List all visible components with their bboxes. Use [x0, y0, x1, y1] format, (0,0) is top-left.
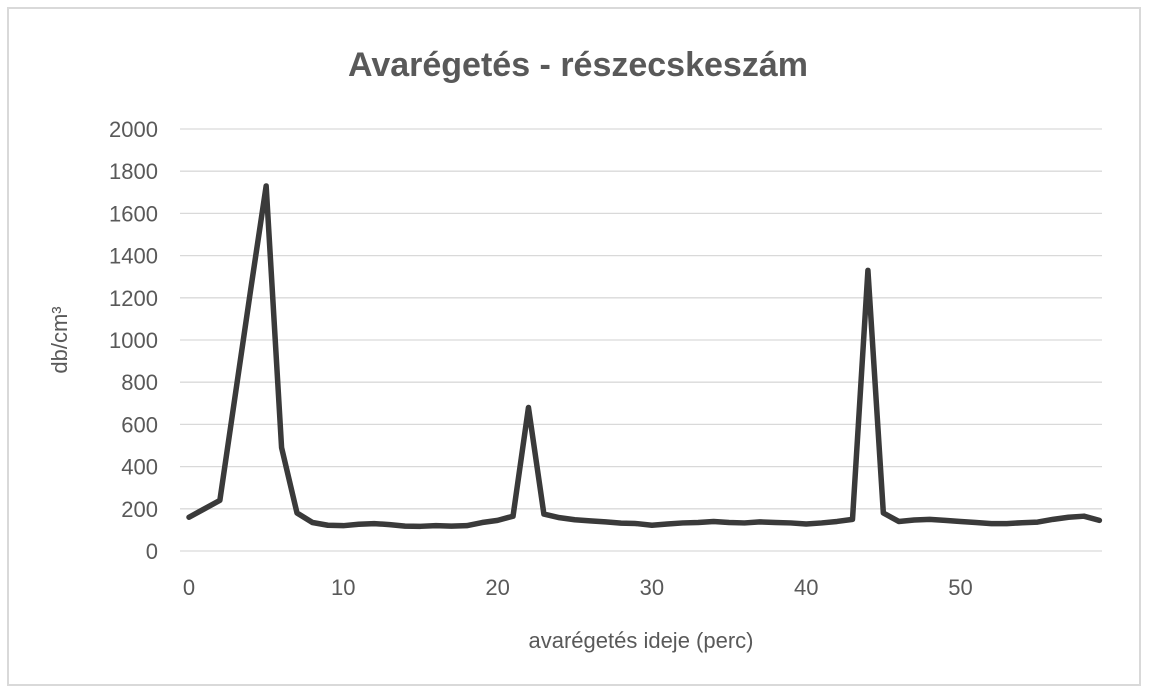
y-tick-label: 600 [121, 412, 158, 437]
chart-frame: 0 200 400 600 800 1000 1200 1400 1600 1800 2000 0 1… [7, 7, 1141, 686]
y-tick-label: 1200 [109, 286, 158, 311]
x-axis-title: avarégetés ideje (perc) [528, 628, 753, 653]
y-tick-label: 1600 [109, 201, 158, 226]
y-tick-label: 400 [121, 455, 158, 480]
y-tick-label: 800 [121, 370, 158, 395]
gridlines [180, 128, 1102, 552]
y-tick-label: 1400 [109, 244, 158, 269]
x-axis-tick-labels: 0 10 20 30 40 50 [183, 575, 973, 600]
y-axis-title: db/cm³ [47, 306, 72, 373]
y-tick-label: 1800 [109, 159, 158, 184]
y-tick-label: 2000 [109, 117, 158, 142]
x-tick-label: 40 [794, 575, 818, 600]
x-tick-label: 0 [183, 575, 195, 600]
x-tick-label: 10 [331, 575, 355, 600]
x-tick-label: 50 [948, 575, 972, 600]
chart-title: Avarégetés - részecskeszám [348, 46, 808, 84]
series-line [186, 183, 1103, 530]
x-tick-label: 20 [485, 575, 509, 600]
y-tick-label: 1000 [109, 328, 158, 353]
y-tick-label: 200 [121, 497, 158, 522]
y-axis-tick-labels: 0 200 400 600 800 1000 1200 1400 1600 1800 2000 [109, 117, 158, 564]
x-tick-label: 30 [640, 575, 664, 600]
y-tick-label: 0 [146, 539, 158, 564]
